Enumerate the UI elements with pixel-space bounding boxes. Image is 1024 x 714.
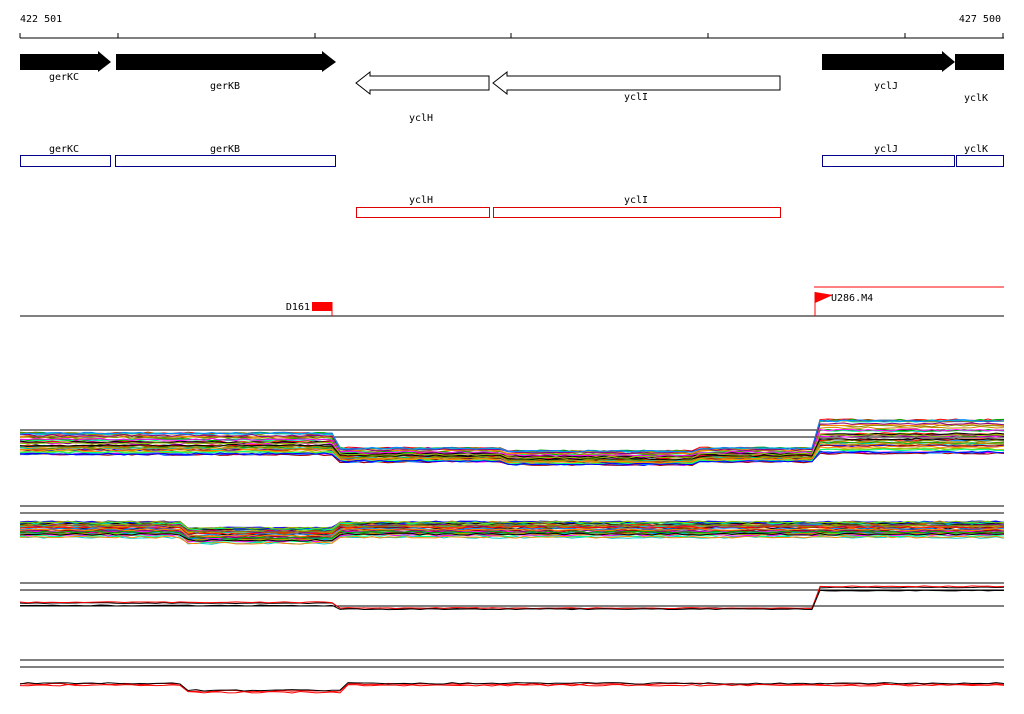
forward-genes — [20, 51, 1004, 72]
profile-line — [19, 589, 1005, 611]
red-features — [356, 207, 781, 218]
profile-line — [19, 434, 1005, 459]
ruler — [19, 33, 1004, 39]
range-start: 422 501 — [20, 14, 62, 25]
profile-line — [19, 524, 1005, 534]
profile-line — [19, 682, 1005, 692]
profile-line — [19, 439, 1005, 462]
blue-features — [20, 155, 1004, 167]
feature-label: yclJ — [874, 144, 898, 155]
feature-label: gerKB — [210, 144, 240, 155]
profile-line — [19, 530, 1005, 540]
gene-label: yclK — [964, 93, 988, 104]
profile-line — [19, 532, 1005, 542]
marker-label: U286.M4 — [831, 293, 873, 304]
profile-line — [19, 528, 1005, 537]
marker-label: D161 — [286, 302, 310, 313]
profile-line — [19, 432, 1005, 459]
gene-label: yclI — [624, 92, 648, 103]
profile-line — [19, 437, 1005, 461]
marker-d161 — [312, 302, 332, 311]
feature-label: gerKC — [49, 144, 79, 155]
gene-label: gerKB — [210, 81, 240, 92]
marker-flag — [815, 292, 833, 303]
range-end: 427 500 — [959, 14, 1001, 25]
expression-profiles — [19, 418, 1005, 694]
profile-line — [19, 445, 1005, 464]
feature-label: yclH — [409, 195, 433, 206]
reverse-genes — [355, 70, 781, 96]
track-lines — [20, 429, 1004, 668]
gene-label: gerKC — [49, 72, 79, 83]
profile-line — [19, 682, 1005, 693]
feature-label: yclI — [624, 195, 648, 206]
feature-label: yclK — [964, 144, 988, 155]
gene-label: yclH — [409, 113, 433, 124]
profile-line — [19, 448, 1005, 465]
profile-line — [19, 442, 1005, 463]
profile-line — [19, 683, 1005, 694]
profile-line — [19, 585, 1005, 610]
profile-line — [19, 535, 1005, 545]
profile-line — [19, 422, 1005, 455]
profile-line — [19, 423, 1005, 455]
profile-line — [19, 428, 1005, 457]
profile-line — [19, 520, 1005, 530]
profile-line — [19, 450, 1005, 466]
profile-line — [19, 419, 1005, 453]
gene-label: yclJ — [874, 81, 898, 92]
profile-line — [19, 525, 1005, 535]
